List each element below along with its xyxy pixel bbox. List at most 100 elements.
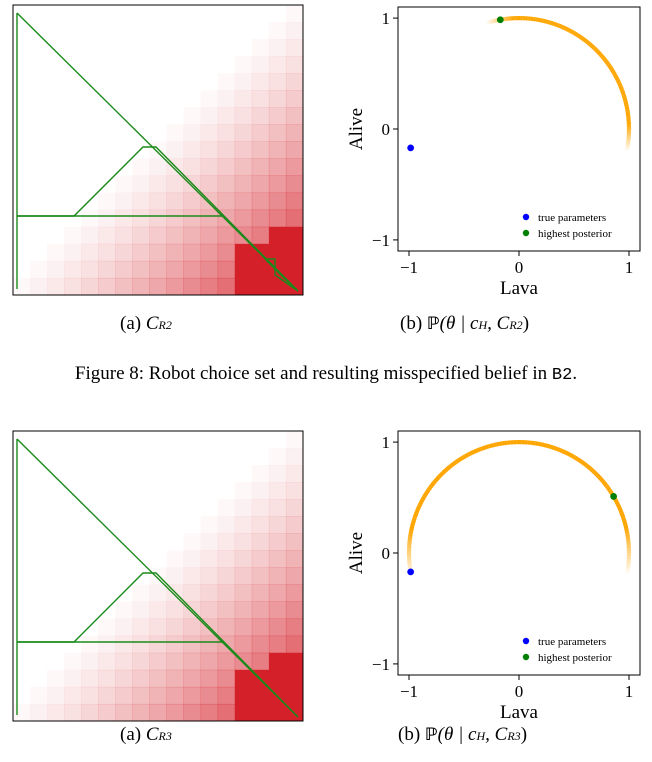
heat-cell xyxy=(200,652,219,671)
arc-segment xyxy=(443,467,449,473)
arc-segment xyxy=(454,458,460,464)
heat-cell xyxy=(183,567,202,585)
x-axis-label: Lava xyxy=(500,702,539,722)
arc-segment xyxy=(583,38,588,43)
heat-cell xyxy=(234,669,253,688)
heat-cell xyxy=(132,652,150,671)
heat-cell xyxy=(285,550,304,568)
heat-cell xyxy=(184,533,201,550)
heat-cell xyxy=(166,243,184,262)
heat-cell xyxy=(251,652,270,671)
heat-cell xyxy=(132,226,150,245)
heat-cell xyxy=(234,601,253,620)
heat-cell xyxy=(235,56,252,73)
heat-cell xyxy=(47,670,64,687)
heat-cell xyxy=(200,533,219,551)
heat-cell xyxy=(285,652,304,671)
heat-cell xyxy=(234,533,253,551)
heat-cell xyxy=(166,703,184,722)
heat-cell xyxy=(132,243,150,262)
arc-segment xyxy=(595,473,601,479)
heat-cell xyxy=(251,516,270,534)
heat-cell xyxy=(234,260,253,279)
arc-segment xyxy=(553,21,557,27)
heat-cell xyxy=(200,260,219,279)
heat-cell xyxy=(166,192,184,211)
arc-segment xyxy=(568,28,572,33)
arc-segment xyxy=(538,441,542,447)
heat-cell xyxy=(166,652,184,671)
arc-segment xyxy=(589,43,594,48)
heat-cell xyxy=(115,243,133,262)
heat-cell xyxy=(115,618,133,637)
heat-cell xyxy=(200,243,219,262)
heat-cell xyxy=(183,618,202,637)
heat-cell xyxy=(285,669,304,688)
arc-segment xyxy=(627,573,628,576)
heat-cell xyxy=(251,141,270,159)
heat-cell xyxy=(132,260,150,279)
inner-path xyxy=(264,258,292,286)
heat-cell xyxy=(132,277,150,296)
arc-segment xyxy=(620,89,625,93)
legend: true parameters highest posterior xyxy=(522,636,612,664)
heat-cell xyxy=(30,277,48,296)
heat-cell xyxy=(217,192,236,211)
legend-marker xyxy=(522,637,530,645)
heat-cell xyxy=(183,243,202,262)
heat-cell xyxy=(217,533,236,551)
heat-cell xyxy=(30,687,47,704)
arc-segment xyxy=(589,467,595,473)
posterior-plot: −1 0 1 1 0 −1 Lava Alive true parameters highest … xyxy=(346,6,641,299)
heat-cell xyxy=(251,124,270,142)
heat-cell xyxy=(251,73,270,91)
heat-cell xyxy=(115,635,133,654)
arc-segment xyxy=(614,501,620,506)
arc-segment xyxy=(614,76,619,80)
heat-cell xyxy=(285,260,304,279)
heat-cell xyxy=(251,601,270,620)
arc-segment xyxy=(496,441,500,447)
arc-segment xyxy=(597,475,603,481)
grid-frame xyxy=(12,430,304,722)
heat-cell xyxy=(251,226,270,245)
y-tick-label: 1 xyxy=(382,9,391,28)
heat-cell xyxy=(98,226,116,245)
heat-cell xyxy=(217,652,236,671)
heat-cell xyxy=(251,277,270,296)
heat-cell xyxy=(268,465,287,483)
arc-segment xyxy=(579,35,584,40)
heat-cell xyxy=(98,686,116,705)
heat-cell xyxy=(167,550,184,567)
heat-cell xyxy=(234,703,253,722)
arc-segment xyxy=(428,484,434,489)
heat-cell xyxy=(218,73,235,90)
arc-segment xyxy=(620,514,626,519)
heat-cell xyxy=(183,209,202,228)
heat-cell xyxy=(183,260,202,279)
heat-cell xyxy=(201,516,218,533)
arc-segment xyxy=(469,450,474,456)
arc-segment xyxy=(580,460,586,466)
heat-cell xyxy=(81,636,98,653)
y-tick-label: 0 xyxy=(382,544,391,563)
x-tick-label: −1 xyxy=(400,258,418,277)
arc-segment xyxy=(600,55,606,60)
heat-cell xyxy=(149,669,167,688)
heat-cell xyxy=(64,260,82,279)
heat-cell xyxy=(234,277,253,296)
arc-segment xyxy=(569,29,574,34)
heat-cell xyxy=(166,686,184,705)
heat-cell xyxy=(251,107,270,125)
heat-cell xyxy=(268,703,287,722)
heat-cell xyxy=(149,209,167,228)
heat-cell xyxy=(166,618,184,637)
heat-cell xyxy=(251,175,270,194)
heat-cell xyxy=(217,141,236,159)
arc-segment xyxy=(457,457,462,463)
heat-cell xyxy=(251,90,270,108)
heat-cell xyxy=(234,686,253,705)
arc-segment xyxy=(439,471,445,477)
heat-cell xyxy=(268,652,287,671)
heat-cell xyxy=(200,635,219,654)
